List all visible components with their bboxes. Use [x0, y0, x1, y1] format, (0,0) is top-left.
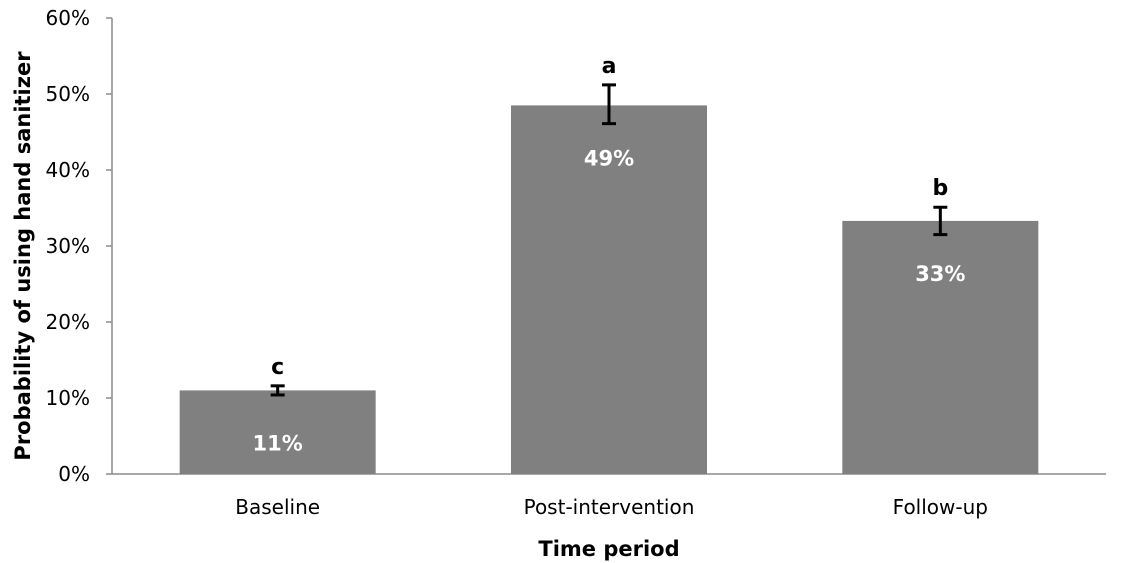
significance-letter: a — [602, 54, 617, 79]
y-tick-label: 10% — [46, 386, 90, 410]
significance-letter: c — [271, 355, 284, 380]
error-bar-group — [270, 83, 948, 397]
y-tick-label: 50% — [46, 82, 90, 106]
bar-group — [179, 105, 1039, 475]
y-tick-label: 0% — [58, 462, 90, 486]
y-tick-label: 40% — [46, 158, 90, 182]
bar-data-label: 33% — [915, 262, 965, 286]
bar — [511, 105, 707, 475]
y-tick-label: 60% — [46, 6, 90, 30]
bar-data-label: 11% — [253, 431, 303, 455]
significance-letter: b — [932, 176, 948, 201]
y-tick-group: 0% 10% 20% 30% 40% 50% 60% — [46, 6, 112, 486]
y-tick-label: 30% — [46, 234, 90, 258]
y-axis-title: Probability of using hand sanitizer — [11, 51, 35, 461]
x-category-label: Follow-up — [893, 495, 988, 519]
x-category-label: Baseline — [235, 495, 320, 519]
y-tick-label: 20% — [46, 310, 90, 334]
label-group: c 11% Baseline a 49% Post-intervention b 33% Fol… — [235, 54, 988, 519]
x-axis-title: Time period — [538, 537, 679, 561]
x-category-label: Post-intervention — [524, 495, 695, 519]
bar — [842, 220, 1039, 474]
bar-data-label: 49% — [584, 146, 634, 170]
bar — [179, 390, 376, 474]
